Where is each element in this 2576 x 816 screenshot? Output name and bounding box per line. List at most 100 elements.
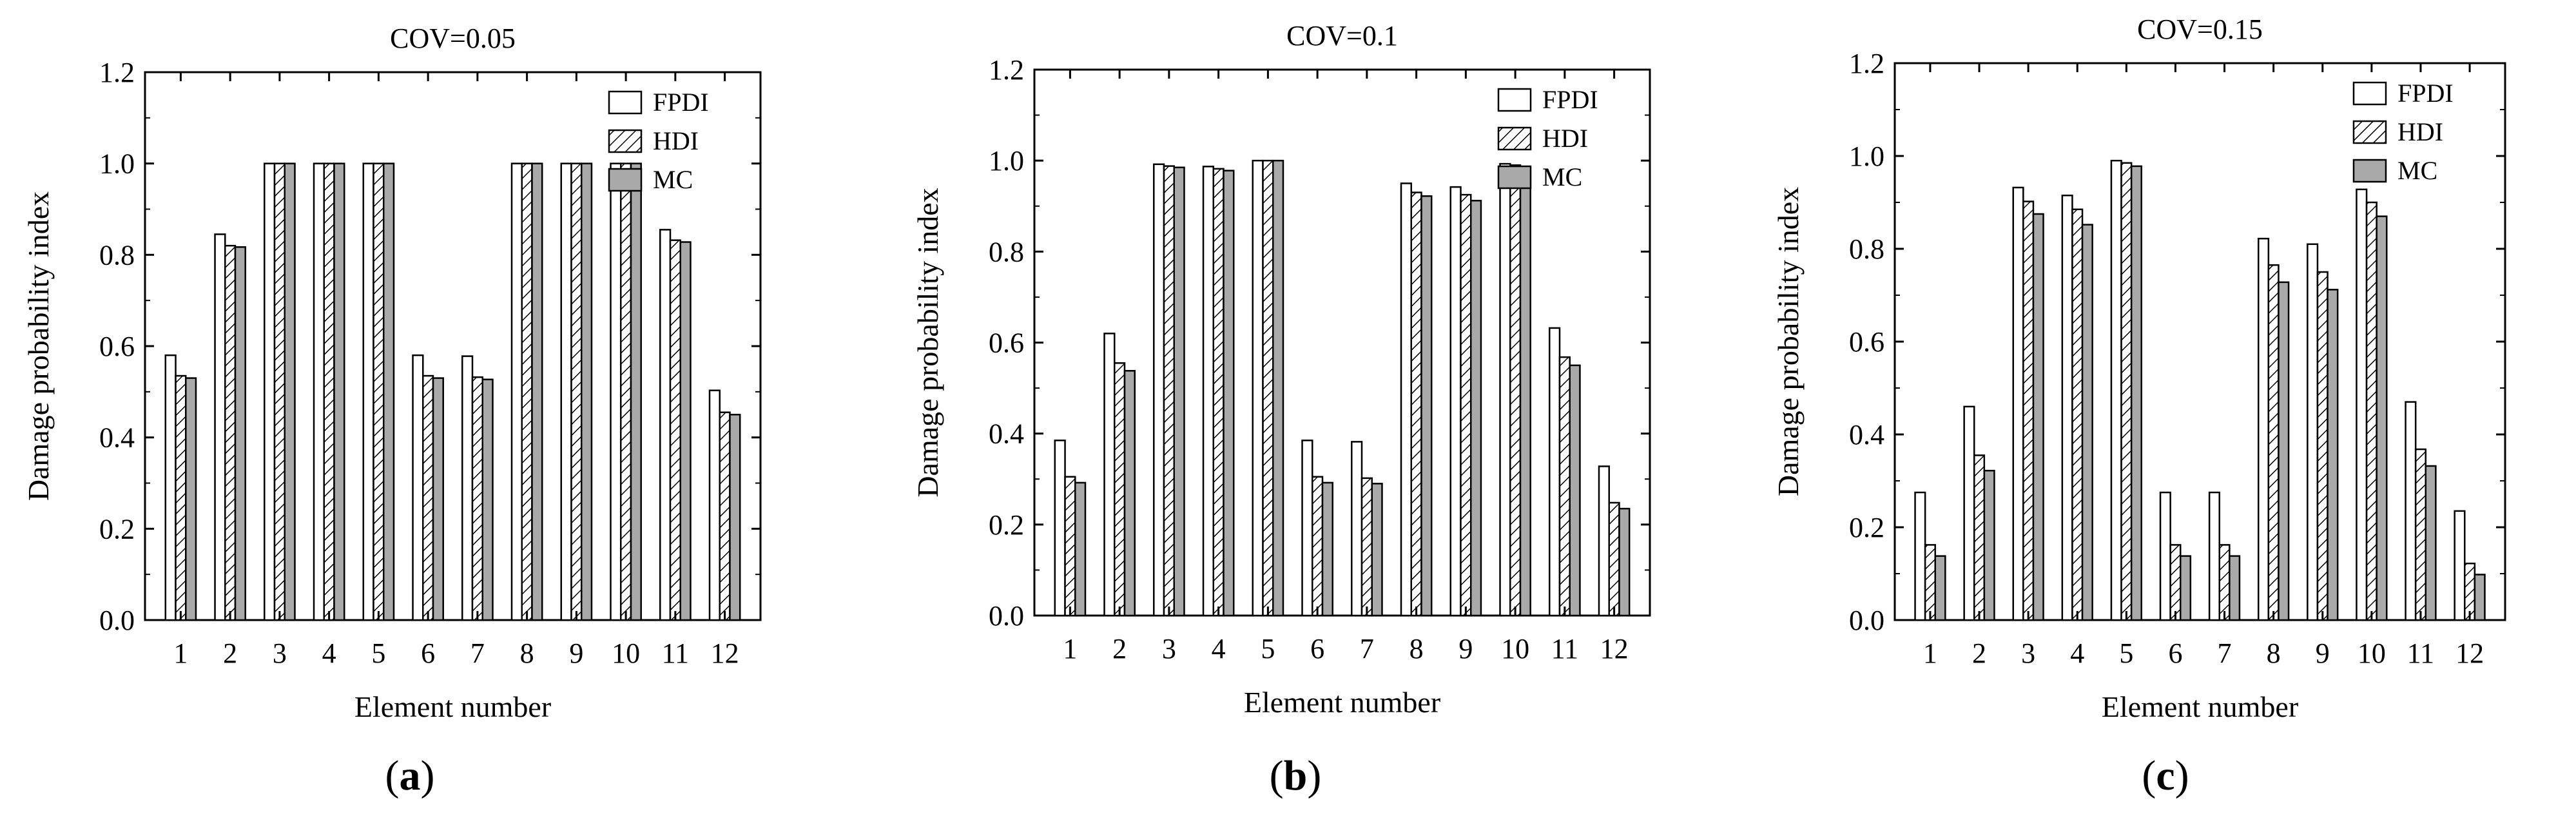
x-tick-label: 9 <box>1458 633 1473 665</box>
bar-hdi-element-6 <box>1312 476 1324 617</box>
bar-hdi-element-9 <box>570 162 583 621</box>
bar-fpdi-element-2 <box>1103 333 1116 617</box>
bar-mc-element-10 <box>1519 166 1531 617</box>
legend-label-hdi: HDI <box>653 126 699 155</box>
x-tick-label: 12 <box>1600 633 1629 665</box>
legend: FPDI HDI MC <box>1497 85 1598 191</box>
legend-swatch-mc <box>608 168 643 192</box>
bar-hdi-element-6 <box>422 374 434 621</box>
bar-mc-element-1 <box>185 377 197 621</box>
y-tick-label: 0.8 <box>989 236 1024 267</box>
bar-hdi-element-8 <box>521 162 533 621</box>
bar-fpdi-element-6 <box>1301 440 1313 617</box>
x-tick-label: 2 <box>1112 633 1127 665</box>
y-tick-label: 0.4 <box>989 418 1024 450</box>
bar-mc-element-11 <box>679 241 692 621</box>
bar-fpdi-element-11 <box>659 229 672 621</box>
bar-fpdi-element-4 <box>313 162 325 621</box>
bar-mc-element-12 <box>729 414 741 621</box>
legend-label-fpdi: FPDI <box>653 88 709 117</box>
bar-hdi-element-3 <box>1163 165 1176 617</box>
chart-title: COV=0.1 <box>1286 20 1398 52</box>
panel-caption-letter: c <box>2156 752 2174 799</box>
chart-title: COV=0.05 <box>390 23 516 54</box>
bar-fpdi-element-12 <box>2454 510 2466 621</box>
y-tick-label: 1.0 <box>99 148 135 180</box>
legend-label-fpdi: FPDI <box>1542 85 1598 114</box>
x-tick-label: 6 <box>421 637 435 669</box>
legend-swatch-hdi <box>608 129 643 153</box>
x-tick-label: 11 <box>662 637 689 669</box>
bar-fpdi-element-7 <box>461 355 474 621</box>
bar-hdi-element-10 <box>619 162 632 621</box>
legend-label-fpdi: FPDI <box>2397 79 2454 108</box>
bar-hdi-element-10 <box>1509 164 1522 617</box>
x-tick-label: 1 <box>1923 637 1937 669</box>
y-axis-label: Damage probability index <box>22 191 55 501</box>
bar-mc-element-1 <box>1074 481 1087 617</box>
bar-mc-element-6 <box>432 377 444 621</box>
bar-fpdi-element-5 <box>2110 159 2122 621</box>
x-tick-label: 3 <box>2021 637 2035 669</box>
bar-mc-element-9 <box>580 162 593 621</box>
y-tick-label: 0.0 <box>1849 605 1884 636</box>
bar-fpdi-element-11 <box>1549 327 1561 617</box>
y-tick-label: 0.6 <box>99 331 135 362</box>
legend-label-mc: MC <box>1542 162 1582 191</box>
y-axis-label: Damage probability index <box>911 188 944 497</box>
bar-fpdi-element-1 <box>1914 491 1926 621</box>
bar-mc-element-3 <box>2032 213 2044 621</box>
bar-hdi-element-11 <box>669 239 681 621</box>
bar-mc-element-2 <box>1983 469 1995 621</box>
bar-hdi-element-5 <box>373 162 385 621</box>
legend-swatch-fpdi <box>1497 88 1532 112</box>
bar-hdi-element-4 <box>2071 208 2084 621</box>
bar-fpdi-element-8 <box>1400 182 1413 617</box>
bar-mc-element-11 <box>2425 465 2437 621</box>
x-tick-label: 9 <box>569 637 583 669</box>
legend-swatch-mc <box>2352 159 2387 183</box>
bar-fpdi-element-3 <box>264 162 276 621</box>
bar-hdi-element-5 <box>1262 159 1274 617</box>
bar-fpdi-element-10 <box>1499 162 1511 617</box>
panel-caption-letter: b <box>1284 752 1308 799</box>
bar-mc-element-3 <box>284 162 296 621</box>
panel-caption: (c) <box>2142 752 2189 799</box>
chart-title: COV=0.15 <box>2137 14 2263 45</box>
bar-hdi-element-3 <box>273 162 286 621</box>
y-tick-label: 1.2 <box>99 57 135 88</box>
bar-hdi-element-9 <box>2316 271 2329 621</box>
bar-hdi-element-2 <box>1973 454 1986 621</box>
y-tick-label: 0.2 <box>99 513 135 545</box>
bar-mc-element-5 <box>2130 165 2142 621</box>
bar-fpdi-element-5 <box>1252 159 1264 617</box>
bar-hdi-element-11 <box>2414 448 2427 621</box>
x-tick-label: 2 <box>1972 637 1986 669</box>
bar-mc-element-1 <box>1934 555 1946 621</box>
legend-label-hdi: HDI <box>2397 117 2443 146</box>
bar-fpdi-element-10 <box>2356 188 2368 621</box>
y-axis-label: Damage probability index <box>1772 187 1805 496</box>
chart-panel-a: COV=0.05 0.0 0.2 0.4 0.6 0.8 1.0 1.2 Damage prob… <box>22 23 762 799</box>
bar-mc-element-10 <box>2376 215 2388 621</box>
x-tick-label: 11 <box>1551 633 1578 665</box>
x-tick-label: 4 <box>1212 633 1226 665</box>
bar-mc-element-4 <box>333 162 345 621</box>
bar-fpdi-element-1 <box>1054 440 1066 617</box>
legend-swatch-mc <box>1497 165 1532 189</box>
y-tick-label: 1.2 <box>989 54 1024 86</box>
bar-mc-element-12 <box>1618 507 1631 617</box>
bar-hdi-element-1 <box>1064 476 1076 617</box>
bar-mc-element-7 <box>2229 555 2241 621</box>
x-axis-label: Element number <box>1244 686 1440 719</box>
bar-hdi-element-2 <box>1114 362 1126 617</box>
x-tick-label: 10 <box>1501 633 1529 665</box>
chart-panel-b: COV=0.1 0.0 0.2 0.4 0.6 0.8 1.0 1.2 Damage proba… <box>911 20 1651 799</box>
x-tick-label: 7 <box>1360 633 1374 665</box>
x-tick-label: 7 <box>470 637 485 669</box>
bar-mc-element-4 <box>2081 224 2093 621</box>
bar-fpdi-element-12 <box>708 389 721 621</box>
bar-fpdi-element-3 <box>1153 163 1165 617</box>
x-tick-label: 9 <box>2316 637 2330 669</box>
bar-mc-element-12 <box>2474 574 2486 621</box>
